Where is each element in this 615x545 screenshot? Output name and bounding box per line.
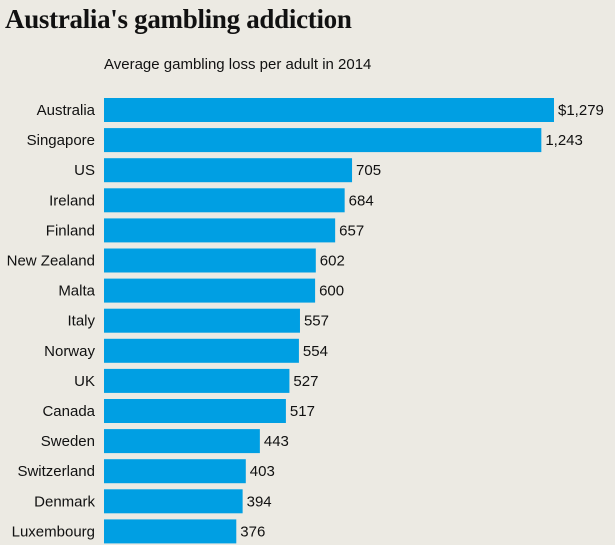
bar-canada [104,399,286,423]
category-label-singapore: Singapore [27,132,95,149]
category-label-norway: Norway [44,343,95,360]
bar-us [104,158,353,183]
bar-new-zealand [104,248,316,273]
category-label-italy: Italy [67,313,95,330]
value-label-switzerland: 403 [250,463,275,480]
bar-uk [104,368,290,393]
value-label-denmark: 394 [247,493,272,510]
category-label-denmark: Denmark [34,493,95,510]
value-label-new-zealand: 602 [320,253,345,270]
value-label-finland: 657 [339,222,364,239]
bar-switzerland [104,459,246,484]
category-label-new-zealand: New Zealand [7,253,95,270]
chart-title: Australia's gambling addiction [5,4,352,34]
chart-subtitle: Average gambling loss per adult in 2014 [104,56,372,73]
value-label-malta: 600 [319,283,344,300]
value-label-singapore: 1,243 [545,132,583,149]
value-label-uk: 527 [293,373,318,390]
category-label-australia: Australia [37,102,96,119]
value-label-australia: $1,279 [558,102,604,119]
value-label-norway: 554 [303,343,328,360]
bar-denmark [104,489,243,514]
bar-australia [104,98,554,122]
value-label-italy: 557 [304,313,329,330]
value-label-ireland: 684 [349,192,374,209]
bar-norway [104,338,299,363]
value-label-luxembourg: 376 [240,523,265,540]
bar-sweden [104,429,260,454]
bar-singapore [104,128,542,153]
category-label-switzerland: Switzerland [17,463,95,480]
value-label-us: 705 [356,162,381,179]
category-label-ireland: Ireland [49,192,95,209]
category-label-malta: Malta [58,283,95,300]
bar-finland [104,218,336,243]
bar-ireland [104,188,345,213]
value-label-sweden: 443 [264,433,289,450]
category-label-sweden: Sweden [41,433,95,450]
bar-luxembourg [104,519,237,544]
category-label-finland: Finland [46,222,95,239]
value-label-canada: 517 [290,403,315,420]
category-label-us: US [74,162,95,179]
bar-italy [104,308,300,333]
category-label-canada: Canada [42,403,95,420]
category-label-uk: UK [74,373,95,390]
category-label-luxembourg: Luxembourg [12,523,95,540]
bar-malta [104,278,316,303]
